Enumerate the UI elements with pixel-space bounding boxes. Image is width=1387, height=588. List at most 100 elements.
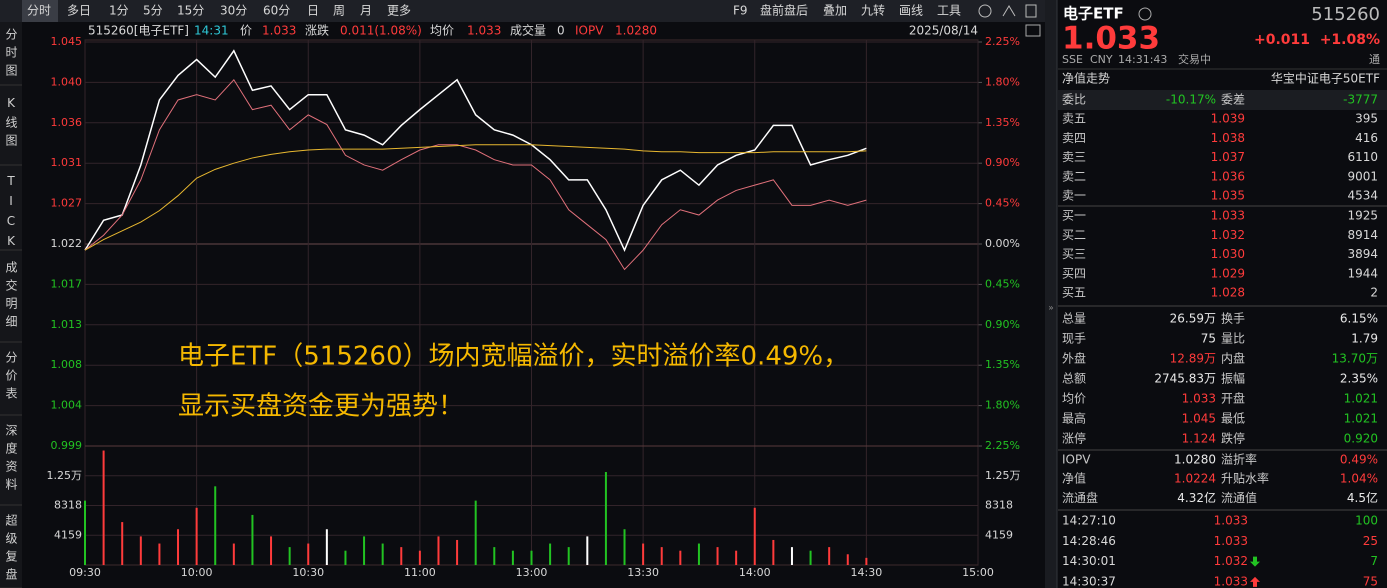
tab[interactable]: 15分 — [177, 4, 204, 18]
side-tab[interactable]: K线图 — [4, 96, 18, 152]
side-tab[interactable]: 分价表 — [4, 351, 18, 405]
stat: 0.920 — [1344, 432, 1378, 446]
tab-active — [22, 0, 58, 22]
volume-bar — [139, 536, 142, 565]
stat: 1.0224 — [1174, 472, 1216, 486]
book-price: 1.038 — [1211, 131, 1245, 145]
volume-bar — [288, 547, 291, 565]
exit-icon[interactable] — [1025, 4, 1037, 18]
trade-volume: 25 — [1363, 534, 1378, 548]
volume-bar — [828, 547, 831, 565]
stat: 26.59万 — [1170, 312, 1216, 326]
tab[interactable]: 月 — [360, 4, 372, 18]
volume-bar — [790, 547, 793, 565]
book-volume: 416 — [1355, 131, 1378, 145]
side-tab[interactable]: TICK — [4, 174, 18, 254]
stat: 溢折率 — [1221, 452, 1257, 467]
tab[interactable]: 更多 — [387, 4, 411, 18]
y-tick-label: 1.017 — [51, 277, 83, 290]
volume-bar — [679, 550, 682, 565]
tab[interactable]: 30分 — [220, 4, 247, 18]
stat: 4.32亿 — [1177, 490, 1216, 505]
volume-bar — [753, 507, 756, 565]
y2-tick-label: 2.25% — [985, 35, 1020, 48]
book-volume: 6110 — [1347, 150, 1378, 164]
trade-volume: 7 — [1370, 554, 1378, 568]
y-tick-label: 1.036 — [51, 116, 83, 129]
volume-bar — [232, 543, 235, 565]
y-tick-label: 1.004 — [51, 399, 83, 412]
book-volume: 8914 — [1347, 228, 1378, 242]
stat: 4.5亿 — [1347, 490, 1378, 505]
x-tick-label: 10:30 — [292, 566, 324, 579]
book-label: 卖三 — [1062, 150, 1086, 164]
volume-bar — [418, 550, 421, 565]
tab[interactable]: 分时 — [27, 4, 51, 18]
stat: 现手 — [1062, 332, 1086, 346]
tab[interactable]: 日 — [307, 4, 319, 18]
side-tab[interactable]: 成交明细 — [4, 261, 18, 333]
up-icon[interactable] — [1002, 5, 1016, 17]
side-tab[interactable]: 超级复盘 — [4, 514, 18, 586]
stat: 6.15% — [1340, 312, 1378, 326]
volume-bar — [549, 543, 552, 565]
volume-bar — [493, 547, 496, 565]
y2-tick-label: 0.45% — [985, 277, 1020, 290]
date: 2025/08/14 — [909, 24, 978, 38]
tab[interactable]: 60分 — [263, 4, 290, 18]
info-icon[interactable] — [1138, 7, 1152, 21]
stat: 2745.83万 — [1154, 372, 1216, 386]
stat: 最高 — [1062, 411, 1086, 426]
volume-bar — [511, 550, 514, 565]
volume-bar — [530, 550, 533, 565]
tab[interactable]: 1分 — [109, 4, 129, 18]
price-line — [84, 78, 867, 271]
tool[interactable]: 九转 — [861, 3, 885, 18]
volume-bar — [363, 536, 366, 565]
meta: 交易中 — [1178, 52, 1211, 66]
x-tick-label: 14:30 — [851, 566, 883, 579]
volume-bar — [567, 547, 570, 565]
book-volume: 395 — [1355, 112, 1378, 126]
fund-code: 515260 — [1311, 4, 1380, 25]
tool[interactable]: 叠加 — [823, 4, 847, 18]
tool[interactable]: 画线 — [899, 4, 923, 18]
tool[interactable]: 工具 — [937, 4, 961, 18]
book-price: 1.029 — [1211, 266, 1245, 280]
y2-tick-label: 0.90% — [985, 318, 1020, 331]
info-item: 成交量 — [510, 23, 546, 38]
tab[interactable]: 周 — [333, 4, 345, 18]
arrow-down — [1250, 556, 1260, 567]
side-tab[interactable]: 深度资料 — [4, 424, 18, 496]
volume-bar — [214, 486, 217, 565]
book-label: 买五 — [1062, 286, 1086, 300]
nav-tab[interactable]: 净值走势 — [1062, 71, 1110, 86]
tool[interactable]: 盘前盘后 — [760, 3, 808, 18]
info-item: 515260[电子ETF] — [88, 24, 189, 38]
x-tick-label: 13:00 — [516, 566, 548, 579]
book-label: 买二 — [1062, 228, 1086, 242]
stat: 1.0280 — [1174, 453, 1216, 467]
book-price: 1.037 — [1211, 150, 1245, 164]
stat: 最低 — [1221, 412, 1245, 426]
info-item: 14:31 — [194, 24, 229, 38]
vol-tick-label: 4159 — [985, 528, 1013, 541]
y2-tick-label: 0.00% — [985, 237, 1020, 250]
volume-bar — [158, 543, 161, 565]
y-tick-label: 1.031 — [51, 156, 83, 169]
side-tab[interactable]: 分时图 — [4, 28, 18, 82]
info-item: 1.033 — [467, 24, 501, 38]
tool[interactable]: F9 — [733, 4, 748, 18]
stat: 1.124 — [1182, 432, 1216, 446]
book-price: 1.035 — [1211, 189, 1245, 203]
volume-bar — [437, 536, 440, 565]
y2-tick-label: 2.25% — [985, 439, 1020, 452]
book-price: 1.033 — [1211, 209, 1245, 223]
volume-bar — [716, 547, 719, 565]
tab[interactable]: 5分 — [143, 4, 163, 18]
settings-icon[interactable] — [978, 4, 992, 18]
stat: 1.045 — [1182, 412, 1216, 426]
y2-tick-label: 1.80% — [985, 399, 1020, 412]
tab[interactable]: 多日 — [67, 4, 91, 18]
